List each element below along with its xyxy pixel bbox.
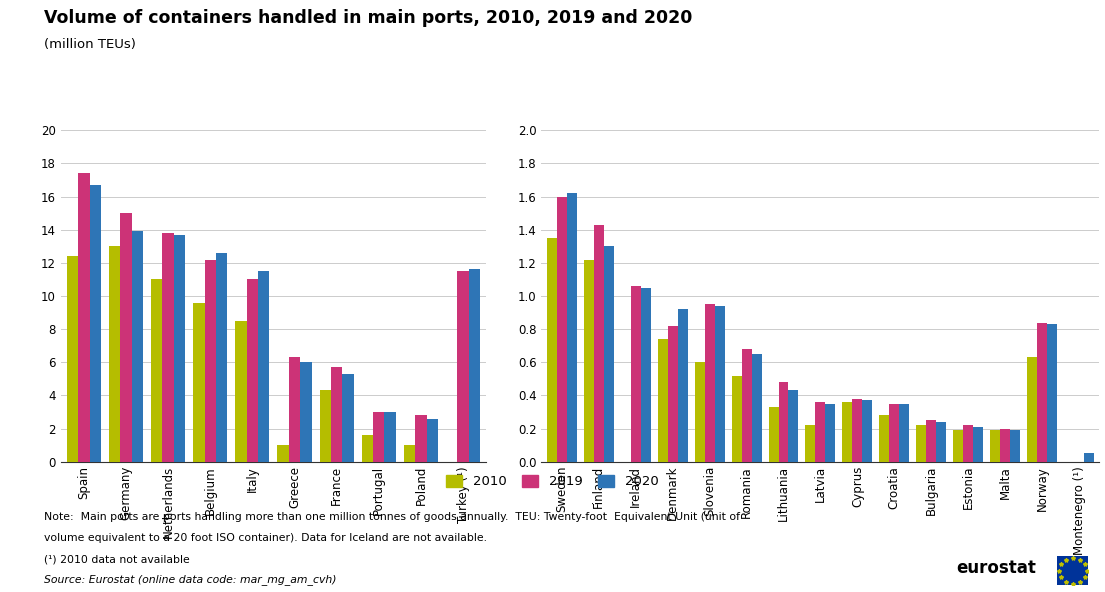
- Bar: [109, 246, 120, 462]
- Text: volume equivalent to a 20 foot ISO container). Data for Iceland are not availabl: volume equivalent to a 20 foot ISO conta…: [44, 533, 487, 543]
- Bar: [852, 399, 862, 462]
- Bar: [301, 362, 312, 462]
- Bar: [288, 358, 301, 462]
- Bar: [667, 326, 677, 462]
- Bar: [78, 173, 90, 462]
- Bar: [457, 271, 469, 462]
- Bar: [246, 279, 259, 462]
- Bar: [603, 246, 613, 462]
- Bar: [974, 427, 983, 462]
- Bar: [403, 445, 415, 462]
- Bar: [1084, 453, 1094, 462]
- Bar: [319, 391, 332, 462]
- Bar: [825, 404, 835, 462]
- Bar: [193, 303, 204, 462]
- Text: eurostat: eurostat: [956, 559, 1035, 577]
- Text: (¹) 2010 data not available: (¹) 2010 data not available: [44, 555, 190, 565]
- Bar: [842, 402, 852, 462]
- Text: Source: Eurostat (online data code: mar_mg_am_cvh): Source: Eurostat (online data code: mar_…: [44, 574, 337, 585]
- Bar: [806, 425, 815, 462]
- Bar: [277, 445, 288, 462]
- Bar: [259, 271, 270, 462]
- Bar: [385, 412, 396, 462]
- Legend: 2010, 2019, 2020: 2010, 2019, 2020: [441, 469, 664, 494]
- Bar: [769, 407, 779, 462]
- Text: (million TEUs): (million TEUs): [44, 38, 136, 52]
- Bar: [567, 193, 577, 462]
- Bar: [557, 197, 567, 462]
- Bar: [593, 225, 603, 462]
- Bar: [862, 400, 872, 462]
- Bar: [631, 286, 641, 462]
- Bar: [641, 288, 651, 462]
- Bar: [547, 238, 557, 462]
- Bar: [162, 233, 173, 462]
- Bar: [779, 382, 789, 462]
- Bar: [990, 430, 1000, 462]
- Bar: [131, 231, 144, 462]
- Bar: [1010, 430, 1020, 462]
- Text: Volume of containers handled in main ports, 2010, 2019 and 2020: Volume of containers handled in main por…: [44, 9, 693, 27]
- Bar: [1048, 324, 1057, 462]
- Bar: [926, 420, 936, 462]
- Bar: [90, 185, 101, 462]
- Bar: [815, 402, 825, 462]
- Bar: [427, 419, 438, 462]
- Bar: [899, 404, 909, 462]
- Bar: [67, 256, 78, 462]
- Bar: [732, 375, 741, 462]
- Bar: [361, 435, 373, 462]
- Bar: [469, 269, 480, 462]
- Bar: [751, 354, 761, 462]
- Bar: [173, 234, 186, 462]
- Bar: [964, 425, 974, 462]
- Bar: [1028, 358, 1038, 462]
- Text: Note:  Main ports are ports handling more than one million tonnes of goods annua: Note: Main ports are ports handling more…: [44, 512, 740, 522]
- Bar: [916, 425, 926, 462]
- Bar: [332, 367, 343, 462]
- Bar: [741, 349, 751, 462]
- Bar: [677, 309, 687, 462]
- Bar: [880, 416, 890, 462]
- Bar: [695, 362, 705, 462]
- Bar: [215, 253, 228, 462]
- Bar: [954, 430, 964, 462]
- Bar: [657, 339, 667, 462]
- Bar: [235, 321, 246, 462]
- Bar: [1000, 429, 1010, 462]
- Bar: [789, 391, 799, 462]
- Bar: [204, 259, 215, 462]
- Bar: [343, 374, 354, 462]
- Bar: [890, 404, 899, 462]
- Bar: [583, 259, 593, 462]
- Bar: [715, 306, 725, 462]
- Bar: [415, 416, 427, 462]
- Bar: [936, 422, 946, 462]
- Bar: [1038, 323, 1048, 462]
- Bar: [120, 213, 131, 462]
- Bar: [373, 412, 385, 462]
- Bar: [151, 279, 162, 462]
- Bar: [705, 304, 715, 462]
